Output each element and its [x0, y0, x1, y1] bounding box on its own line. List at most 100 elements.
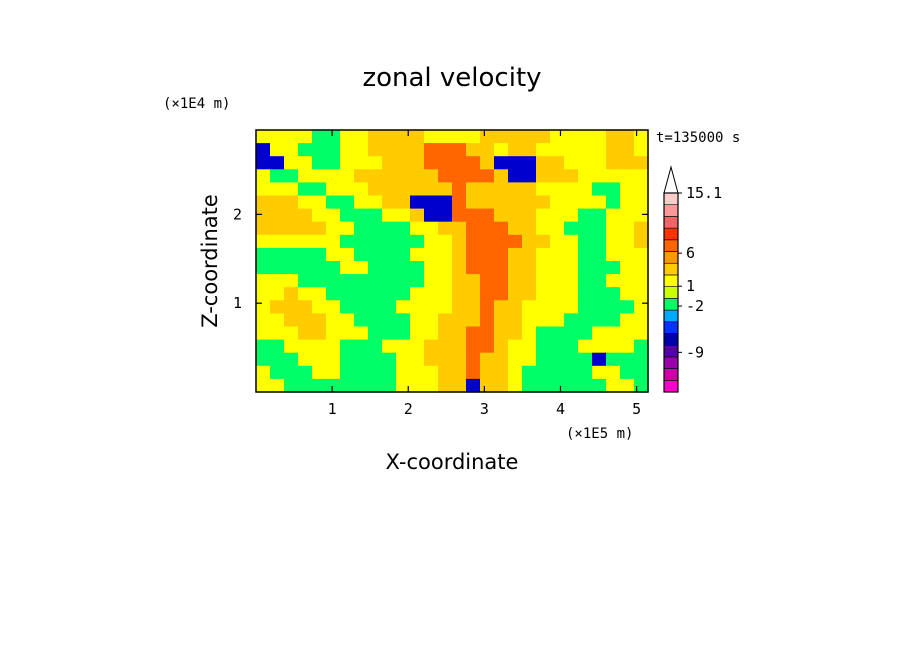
field-cell: [564, 130, 579, 144]
x-tick-label: 5: [632, 400, 641, 418]
field-cell: [480, 234, 495, 249]
field-cell: [480, 182, 495, 197]
field-cell: [620, 195, 635, 210]
field-cell: [368, 234, 383, 249]
field-cell: [298, 326, 313, 341]
field-cell: [270, 234, 285, 249]
colorbar-level: [663, 204, 679, 217]
field-cell: [466, 221, 481, 236]
field-cell: [298, 169, 313, 183]
field-cell: [634, 378, 649, 393]
field-cell: [452, 339, 467, 354]
field-cell: [606, 326, 621, 341]
field-cell: [536, 313, 551, 328]
colorbar-level: [663, 239, 679, 252]
field-cell: [606, 182, 621, 197]
colorbar-label: -2: [686, 297, 704, 315]
field-cell: [368, 352, 383, 367]
field-cell: [284, 247, 299, 262]
field-cell: [424, 156, 439, 170]
field-cell: [438, 130, 453, 144]
field-cell: [382, 274, 397, 288]
field-cell: [270, 287, 285, 301]
field-cell: [522, 169, 537, 183]
field-cell: [340, 378, 355, 393]
field-cell: [284, 261, 299, 275]
field-cell: [480, 221, 495, 236]
field-cell: [522, 352, 537, 367]
field-cell: [592, 378, 607, 393]
field-cell: [298, 143, 313, 157]
field-cell: [550, 130, 565, 144]
field-cell: [424, 313, 439, 328]
field-cell: [256, 326, 271, 341]
field-cell: [592, 247, 607, 262]
field-cell: [312, 156, 327, 170]
field-cell: [634, 300, 649, 314]
field-cell: [452, 274, 467, 288]
field-cell: [368, 130, 383, 144]
field-cell: [284, 221, 299, 236]
field-cell: [256, 287, 271, 301]
field-cell: [466, 352, 481, 367]
field-cell: [340, 365, 355, 380]
field-cell: [578, 208, 593, 223]
field-cell: [354, 365, 369, 380]
field-cell: [270, 274, 285, 288]
field-cell: [634, 234, 649, 249]
y-tick-label: 1: [233, 294, 242, 312]
field-cell: [438, 169, 453, 183]
field-cell: [256, 378, 271, 393]
field-cell: [354, 169, 369, 183]
field-cell: [578, 339, 593, 354]
field-cell: [354, 300, 369, 314]
field-cell: [452, 182, 467, 197]
field-cell: [494, 130, 509, 144]
field-cell: [606, 274, 621, 288]
field-cell: [326, 143, 341, 157]
field-cell: [410, 130, 425, 144]
field-cell: [536, 130, 551, 144]
field-cell: [522, 234, 537, 249]
field-cell: [508, 339, 523, 354]
field-cell: [592, 221, 607, 236]
colorbar-level: [663, 321, 679, 334]
field-cell: [256, 352, 271, 367]
field-cell: [354, 234, 369, 249]
field-cell: [620, 182, 635, 197]
field-cell: [494, 221, 509, 236]
field-cell: [452, 287, 467, 301]
colorbar: 15.1 6 1 -2 -9: [663, 165, 722, 393]
x-axis-label: X-coordinate: [386, 450, 519, 474]
field-cell: [494, 182, 509, 197]
x-scale-label: (×1E5 m): [566, 426, 633, 442]
field-cell: [550, 326, 565, 341]
colorbar-level: [663, 333, 679, 346]
field-cell: [634, 130, 649, 144]
field-cell: [438, 313, 453, 328]
field-cell: [270, 339, 285, 354]
field-cell: [494, 156, 509, 170]
field-cell: [298, 339, 313, 354]
field-cell: [312, 365, 327, 380]
field-cell: [410, 300, 425, 314]
field-cell: [620, 365, 635, 380]
field-cell: [284, 352, 299, 367]
field-cell: [326, 313, 341, 328]
field-cell: [410, 182, 425, 197]
field-cell: [354, 182, 369, 197]
field-cell: [284, 378, 299, 393]
field-cell: [452, 169, 467, 183]
field-cell: [466, 313, 481, 328]
field-cell: [508, 143, 523, 157]
field-cell: [284, 234, 299, 249]
field-cell: [256, 274, 271, 288]
field-cell: [396, 365, 411, 380]
field-cell: [592, 300, 607, 314]
field-cell: [592, 182, 607, 197]
field-cell: [326, 326, 341, 341]
field-cell: [494, 339, 509, 354]
field-cell: [354, 326, 369, 341]
field-cell: [312, 130, 327, 144]
field-cell: [508, 365, 523, 380]
